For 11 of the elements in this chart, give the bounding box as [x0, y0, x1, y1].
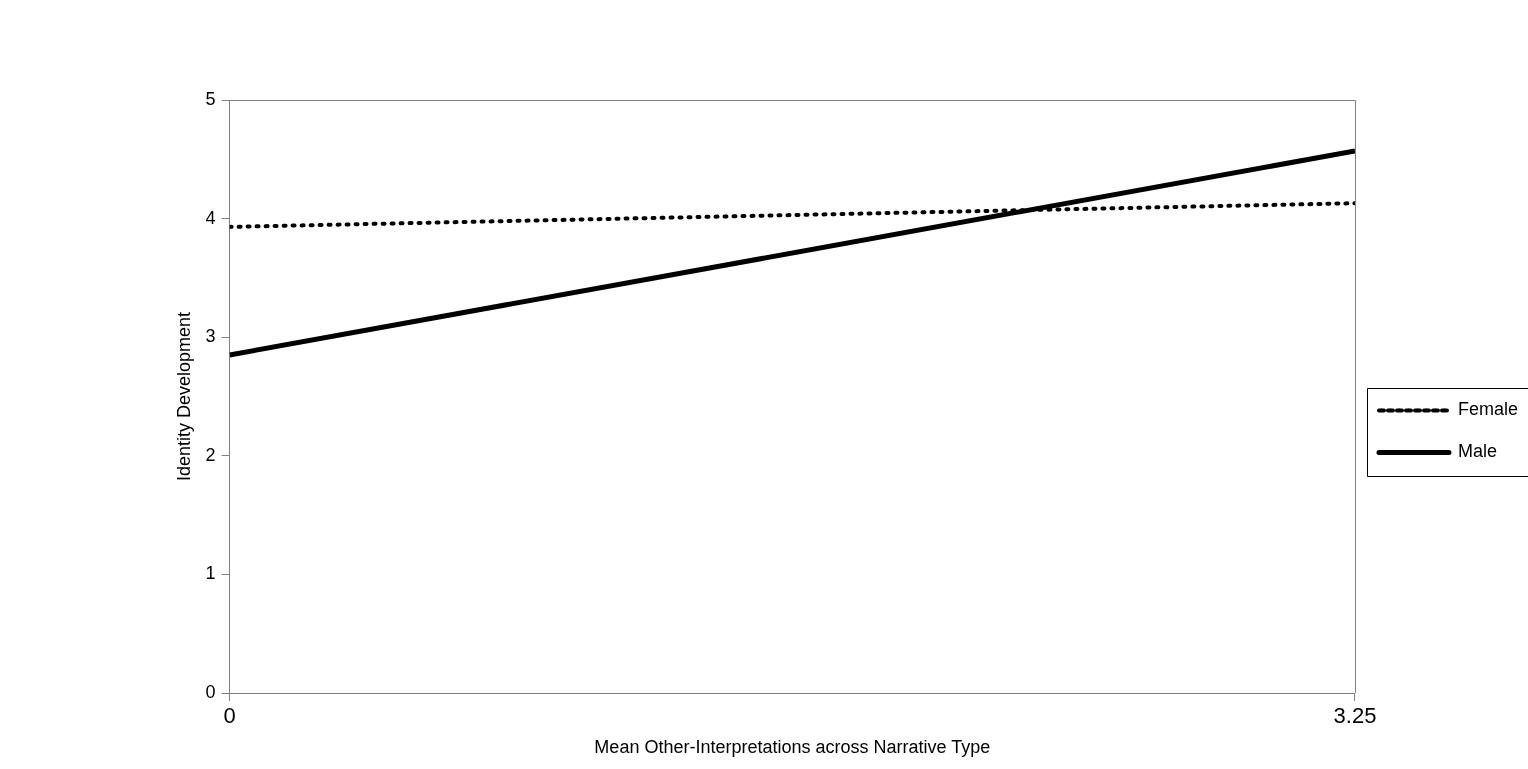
x-tick-label: 3.25 — [1333, 703, 1377, 729]
y-tick-label: 1 — [205, 563, 216, 584]
x-axis-title: Mean Other-Interpretations across Narrative Type — [594, 737, 991, 758]
legend-label: Male — [1457, 441, 1497, 462]
y-tick-label: 0 — [205, 681, 216, 702]
y-tick-label: 2 — [205, 444, 216, 465]
y-axis-title: Identity Development — [173, 311, 194, 482]
y-tick-label: 5 — [205, 88, 216, 109]
y-tick-label: 4 — [205, 207, 216, 228]
legend-label: Female — [1457, 399, 1519, 420]
y-tick-label: 3 — [205, 326, 216, 347]
